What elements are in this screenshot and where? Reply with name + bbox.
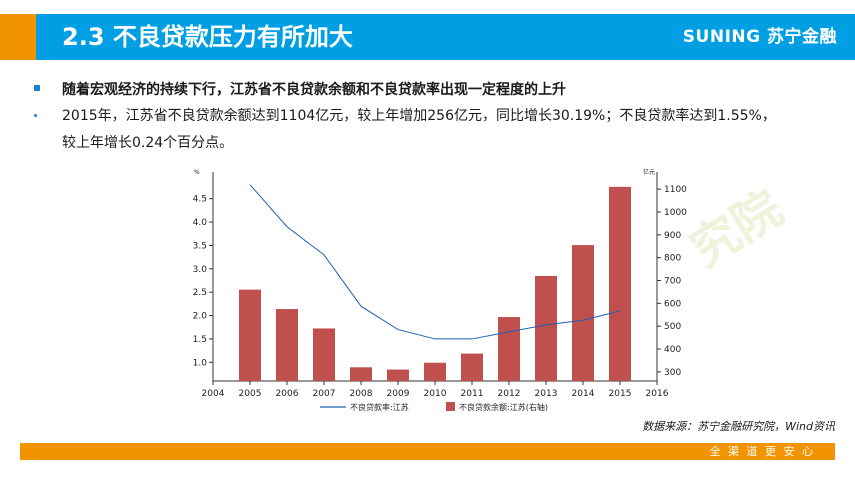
y-right-tick-label: 1000 bbox=[664, 208, 687, 218]
bar bbox=[313, 328, 335, 381]
x-tick-label: 2006 bbox=[276, 389, 299, 399]
x-tick-label: 2008 bbox=[350, 389, 373, 399]
bar bbox=[239, 289, 261, 381]
y-right-tick-label: 300 bbox=[664, 368, 681, 378]
x-tick-label: 2012 bbox=[498, 389, 521, 399]
y-left-tick-label: 1.5 bbox=[193, 335, 207, 345]
bullet-text: 较上年增长0.24个百分点。 bbox=[62, 135, 234, 151]
y-right-tick-label: 400 bbox=[664, 345, 681, 355]
y-right-tick-label: 1100 bbox=[664, 185, 687, 195]
page-title: 2.3 不良贷款压力有所加大 bbox=[62, 23, 353, 51]
footer-bar: 全 渠 道 更 安 心 bbox=[20, 443, 835, 460]
y-left-tick-label: 4.5 bbox=[193, 195, 207, 205]
x-tick-label: 2013 bbox=[535, 389, 558, 399]
bullet-text: 随着宏观经济的持续下行，江苏省不良贷款余额和不良贷款率出现一定程度的上升 bbox=[62, 82, 566, 98]
x-tick-label: 2014 bbox=[572, 389, 595, 399]
bar bbox=[461, 353, 483, 381]
data-source: 数据来源：苏宁金融研究院，Wind资讯 bbox=[642, 420, 835, 433]
square-bullet-icon bbox=[34, 85, 40, 91]
x-tick-label: 2010 bbox=[424, 389, 447, 399]
bar bbox=[424, 362, 446, 381]
y-right-tick-label: 900 bbox=[664, 231, 681, 241]
npl-chart: 1.0 1.5 2.0 2.5 3.0 3.5 4.0 4.5% 300 400 500 600 700… bbox=[193, 168, 688, 412]
x-tick-label: 2009 bbox=[387, 389, 410, 399]
legend-label: 不良贷款率:江苏 bbox=[350, 402, 409, 412]
y-left-tick-label: 3.0 bbox=[193, 265, 208, 275]
bar bbox=[350, 367, 372, 381]
header-bar: 2.3 不良贷款压力有所加大 SUNING 苏宁金融 bbox=[0, 14, 855, 60]
bar bbox=[572, 245, 594, 381]
bar bbox=[609, 186, 631, 381]
x-tick-label: 2015 bbox=[609, 389, 632, 399]
y-left-tick-label: 3.5 bbox=[193, 241, 207, 251]
legend-label: 不良贷款余额:江苏(右轴) bbox=[459, 402, 548, 412]
header-accent bbox=[0, 14, 36, 60]
y-right-tick-label: 700 bbox=[664, 277, 681, 287]
bar bbox=[387, 369, 409, 381]
x-tick-label: 2007 bbox=[313, 389, 336, 399]
y-right-tick-label: 600 bbox=[664, 299, 681, 309]
dot-bullet-icon bbox=[34, 114, 37, 117]
legend-bar-swatch bbox=[446, 402, 455, 411]
y-left-unit: % bbox=[194, 169, 200, 176]
x-tick-label: 2004 bbox=[202, 389, 225, 399]
bullet-text: 2015年，江苏省不良贷款余额达到1104亿元，较上年增加256亿元，同比增长3… bbox=[62, 108, 776, 124]
bar bbox=[535, 275, 557, 381]
series-line bbox=[249, 184, 621, 340]
y-left-tick-label: 4.0 bbox=[193, 218, 208, 228]
y-left-tick-label: 2.5 bbox=[193, 288, 207, 298]
x-tick-label: 2011 bbox=[461, 389, 484, 399]
bar bbox=[498, 317, 520, 381]
y-right-tick-label: 800 bbox=[664, 254, 681, 264]
bar bbox=[276, 309, 298, 381]
y-right-tick-label: 500 bbox=[664, 322, 681, 332]
x-tick-label: 2005 bbox=[239, 389, 262, 399]
x-tick-label: 2016 bbox=[646, 389, 669, 399]
brand-logo: SUNING 苏宁金融 bbox=[682, 27, 837, 47]
y-right-unit: 亿元 bbox=[643, 168, 655, 176]
footer-slogan: 全 渠 道 更 安 心 bbox=[709, 445, 815, 458]
y-left-tick-label: 1.0 bbox=[193, 358, 208, 368]
y-left-tick-label: 2.0 bbox=[193, 312, 208, 322]
header-background bbox=[36, 14, 855, 60]
